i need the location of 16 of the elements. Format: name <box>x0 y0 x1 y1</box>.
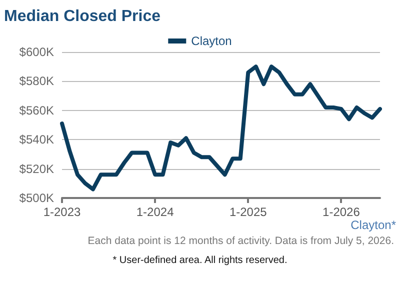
text: Clayton* <box>350 218 397 232</box>
y-tick-label: $600K <box>19 45 54 59</box>
y-tick-label: $560K <box>19 103 54 118</box>
y-tick-label: $500K <box>19 191 54 205</box>
y-tick-label: $540K <box>19 132 54 147</box>
x-tick-label: 1-2023 <box>43 205 82 219</box>
text: Each data point is 12 months of activity. Data is from July 5, 2026. <box>86 235 395 247</box>
y-tick-label: $520K <box>19 162 54 176</box>
y-tick-label: $580K <box>19 74 54 88</box>
text: * User-defined area. All rights reserved. <box>112 255 288 266</box>
x-tick-label: 1-2024 <box>136 205 174 219</box>
legend-label: Clayton <box>191 34 232 48</box>
x-tick-label: 1-2025 <box>229 205 268 219</box>
x-tick-label: 1-2026 <box>322 205 360 219</box>
chart-title: Median Closed Price <box>4 8 160 26</box>
line-series <box>60 64 382 192</box>
